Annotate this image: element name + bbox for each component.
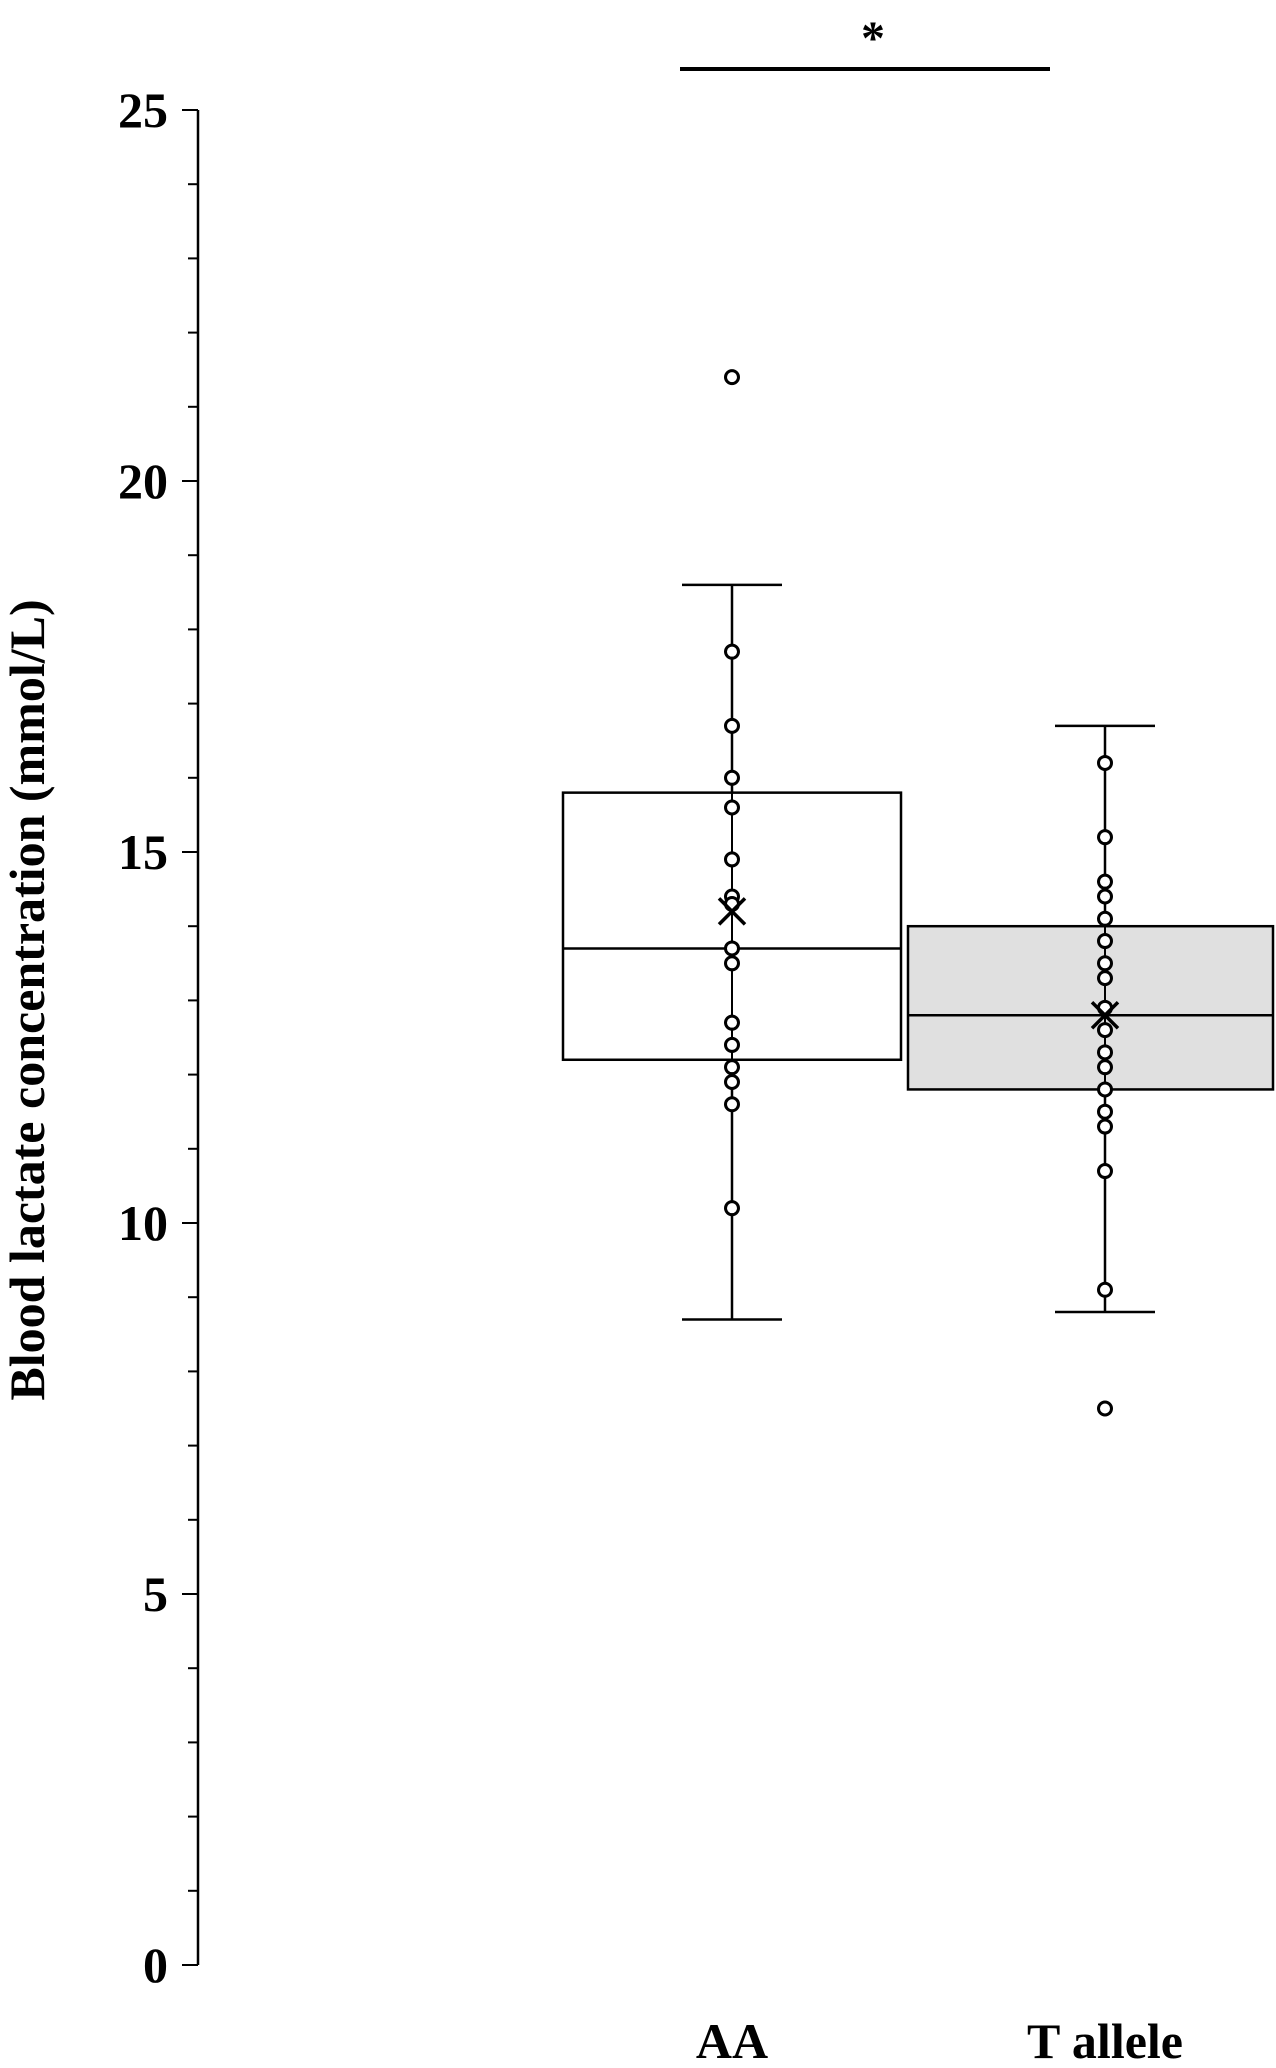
x-category-label: T allele: [1027, 2013, 1183, 2068]
x-axis-category-labels: AA T allele: [696, 2013, 1183, 2068]
data-point: [1097, 1118, 1113, 1135]
y-axis-ticks: 0 5 10 15 20 25: [118, 82, 198, 1993]
data-point: [724, 1200, 740, 1217]
mean-marker-stroke: [1090, 1001, 1120, 1030]
data-point: [724, 799, 740, 816]
data-point: [724, 1059, 740, 1076]
x-category-label: AA: [696, 2013, 768, 2068]
iqr-box: [906, 924, 1275, 1091]
data-point: [1097, 1059, 1113, 1076]
box-group: [906, 724, 1275, 1314]
data-point: [1097, 1163, 1113, 1180]
boxes: [561, 583, 1275, 1321]
data-point: [1097, 1081, 1113, 1098]
data-point: [1097, 1400, 1113, 1417]
y-tick-label: 5: [143, 1566, 168, 1622]
y-tick-label: 10: [118, 1195, 168, 1251]
mean-marker-stroke: [717, 897, 747, 926]
significance-marker: *: [861, 12, 885, 65]
y-tick-label: 15: [118, 824, 168, 880]
data-point: [1097, 1022, 1113, 1039]
data-point: [724, 1014, 740, 1031]
data-point: [1097, 970, 1113, 987]
data-point: [724, 851, 740, 868]
mean-marker: [717, 897, 747, 926]
data-point: [1097, 754, 1113, 771]
data-point: [724, 1096, 740, 1113]
y-axis-label: Blood lactate concentration (mmol/L): [0, 599, 55, 1400]
data-point: [1097, 829, 1113, 846]
mean-marker: [1090, 1001, 1120, 1030]
data-point: [1097, 1044, 1113, 1061]
data-point: [1097, 933, 1113, 950]
y-tick-label: 20: [118, 453, 168, 509]
data-point: [1097, 1103, 1113, 1120]
data-point: [1097, 910, 1113, 927]
data-point: [724, 369, 740, 386]
y-tick-label: 0: [143, 1937, 168, 1993]
data-point: [724, 643, 740, 660]
y-tick-label: 25: [118, 82, 168, 138]
data-point: [724, 955, 740, 972]
data-point: [1097, 873, 1113, 890]
data-points: [717, 369, 1120, 1417]
data-point: [724, 769, 740, 786]
data-point: [1097, 888, 1113, 905]
data-point: [1097, 1281, 1113, 1298]
data-point: [724, 1074, 740, 1091]
data-point: [724, 717, 740, 734]
data-point: [1097, 955, 1113, 972]
significance-bracket: *: [680, 12, 1050, 71]
data-point: [724, 940, 740, 957]
data-point: [724, 1036, 740, 1053]
